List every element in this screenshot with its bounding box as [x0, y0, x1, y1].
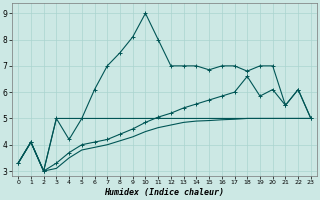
X-axis label: Humidex (Indice chaleur): Humidex (Indice chaleur): [105, 188, 225, 197]
